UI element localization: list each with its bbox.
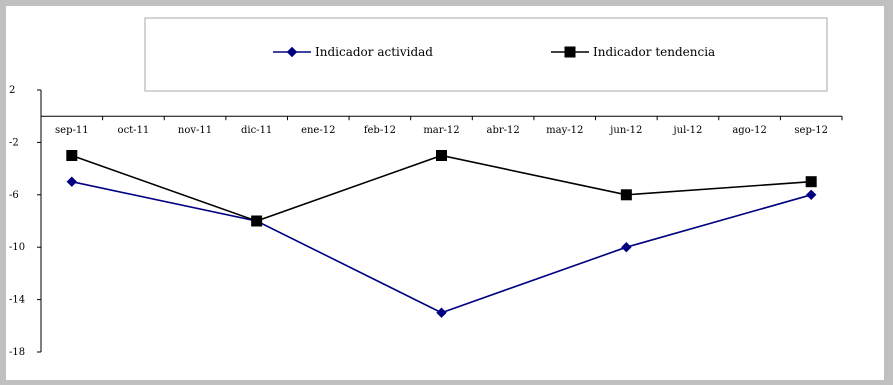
x-tick-label: sep-12: [794, 125, 828, 136]
data-point-square: [805, 176, 817, 188]
data-point-square: [564, 46, 576, 58]
legend-label: Indicador actividad: [315, 45, 433, 59]
x-tick-label: sep-11: [55, 125, 89, 136]
x-tick-label: abr-12: [486, 125, 519, 136]
series-line-1: [71, 180, 812, 314]
data-point-diamond: [286, 46, 298, 58]
series-layer: [66, 150, 817, 318]
data-point-diamond: [621, 241, 632, 253]
x-tick-label: nov-11: [178, 125, 212, 136]
y-tick-label: -2: [9, 137, 19, 148]
x-tick-label: feb-12: [364, 125, 396, 136]
data-point-diamond: [805, 189, 817, 201]
chart-area: Indicador actividad Indicador tendencia 2…: [6, 6, 884, 380]
legend-label: Indicador tendencia: [593, 45, 715, 59]
x-tick-label: mar-12: [423, 125, 459, 136]
y-tick-label: -10: [9, 242, 25, 253]
legend-box: [144, 17, 828, 92]
data-point-square: [620, 189, 632, 201]
x-tick-label: ene-12: [301, 125, 335, 136]
x-tick-label: jul-12: [673, 125, 703, 136]
x-tick-label: jun-12: [609, 125, 642, 136]
legend: Indicador actividad Indicador tendencia: [273, 45, 715, 59]
x-tick-label: may-12: [546, 125, 583, 136]
data-point-square: [251, 215, 263, 227]
data-point-square: [436, 150, 447, 161]
series-line-2: [71, 154, 812, 222]
data-point-square: [66, 150, 78, 161]
axes: 2 -2 -6 -10 -14 -18 sep-11 oct-11 nov-11 dic-11 en…: [9, 85, 843, 358]
x-tick-label: dic-11: [241, 125, 272, 136]
x-tick-label: oct-11: [118, 125, 150, 136]
x-tick-label: ago-12: [732, 125, 767, 136]
data-point-diamond: [66, 176, 78, 187]
y-tick-label: -14: [9, 295, 25, 306]
line-chart: Indicador actividad Indicador tendencia 2…: [9, 17, 843, 358]
y-tick-label: 2: [9, 85, 15, 96]
data-point-diamond: [436, 307, 447, 318]
y-tick-label: -6: [9, 190, 19, 201]
y-tick-label: -18: [9, 347, 25, 358]
